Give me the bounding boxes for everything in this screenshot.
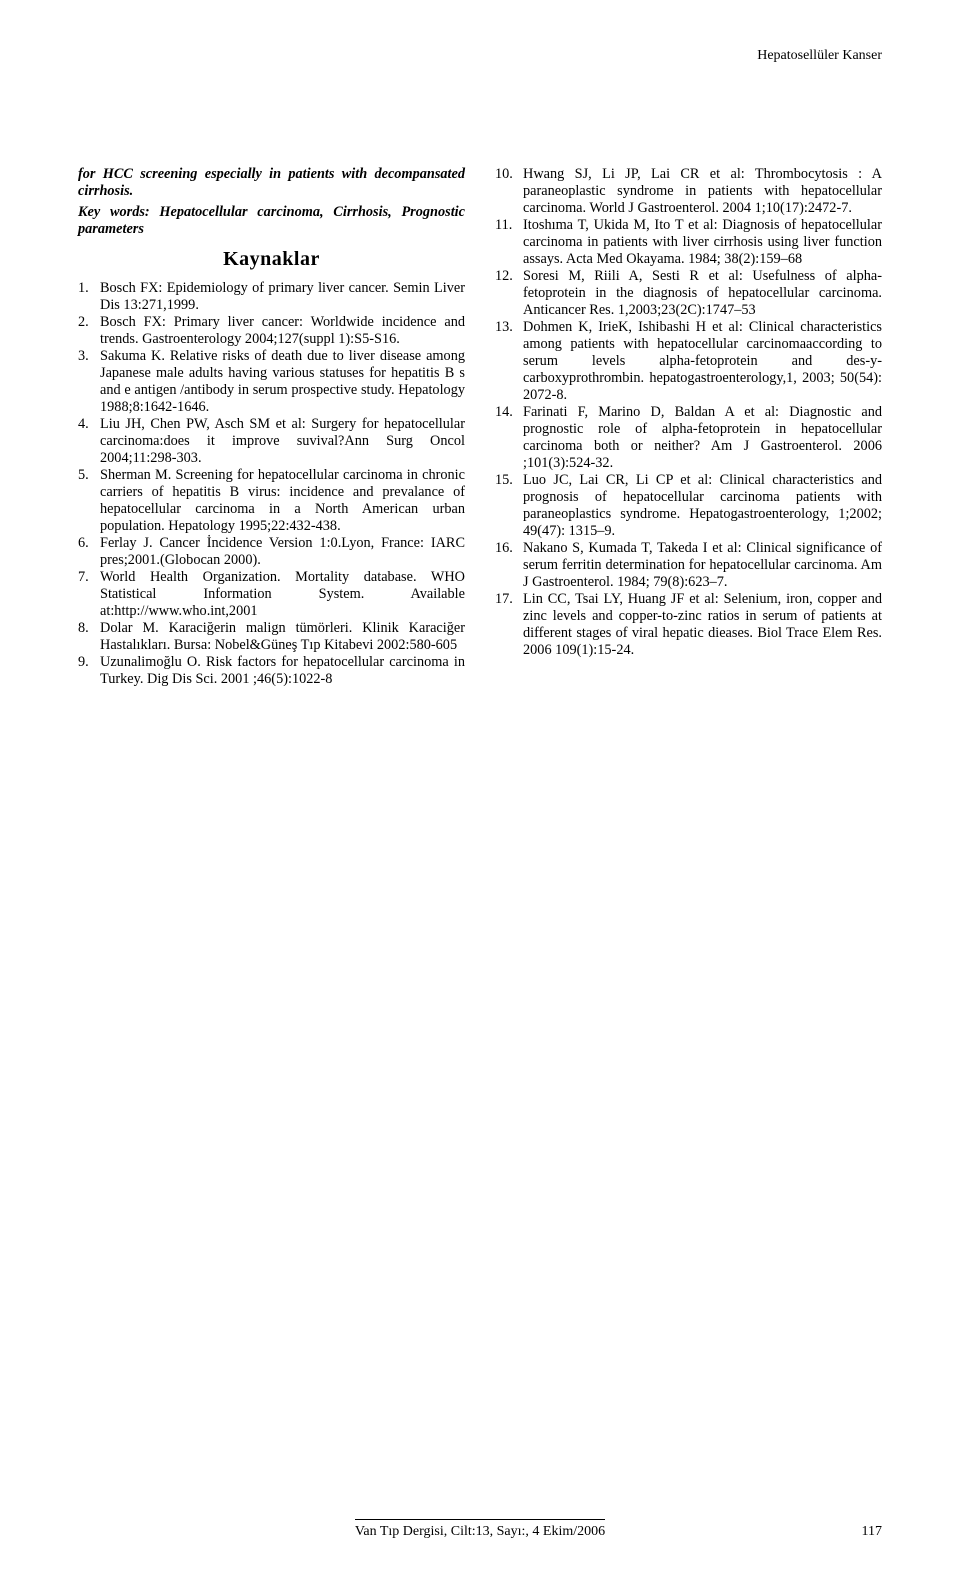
reference-text: Itoshıma T, Ukida M, Ito T et al: Diagno… (523, 217, 882, 268)
reference-item: 11.Itoshıma T, Ukida M, Ito T et al: Dia… (495, 217, 882, 268)
reference-number: 16. (495, 540, 523, 591)
reference-text: Lin CC, Tsai LY, Huang JF et al: Seleniu… (523, 591, 882, 659)
references-heading: Kaynaklar (78, 248, 465, 272)
reference-text: Dohmen K, IrieK, Ishibashi H et al: Clin… (523, 319, 882, 404)
reference-list-left: 1.Bosch FX: Epidemiology of primary live… (78, 280, 465, 688)
reference-number: 1. (78, 280, 100, 314)
running-head: Hepatosellüler Kanser (78, 48, 882, 64)
reference-text: Sakuma K. Relative risks of death due to… (100, 348, 465, 416)
reference-item: 16.Nakano S, Kumada T, Takeda I et al: C… (495, 540, 882, 591)
reference-number: 12. (495, 268, 523, 319)
reference-item: 3.Sakuma K. Relative risks of death due … (78, 348, 465, 416)
reference-text: Sherman M. Screening for hepatocellular … (100, 467, 465, 535)
reference-number: 4. (78, 416, 100, 467)
reference-item: 2.Bosch FX: Primary liver cancer: Worldw… (78, 314, 465, 348)
footer-journal-text: Van Tıp Dergisi, Cilt:13, Sayı:, 4 Ekim/… (355, 1524, 605, 1540)
reference-number: 8. (78, 620, 100, 654)
reference-number: 5. (78, 467, 100, 535)
reference-text: Uzunalimoğlu O. Risk factors for hepatoc… (100, 654, 465, 688)
reference-item: 10.Hwang SJ, Li JP, Lai CR et al: Thromb… (495, 166, 882, 217)
reference-number: 14. (495, 404, 523, 472)
reference-text: Soresi M, Riili A, Sesti R et al: Useful… (523, 268, 882, 319)
page-footer: Van Tıp Dergisi, Cilt:13, Sayı:, 4 Ekim/… (78, 1519, 882, 1540)
reference-item: 4.Liu JH, Chen PW, Asch SM et al: Surger… (78, 416, 465, 467)
reference-number: 2. (78, 314, 100, 348)
reference-text: Farinati F, Marino D, Baldan A et al: Di… (523, 404, 882, 472)
reference-text: Bosch FX: Primary liver cancer: Worldwid… (100, 314, 465, 348)
reference-item: 15.Luo JC, Lai CR, Li CP et al: Clinical… (495, 472, 882, 540)
reference-item: 6.Ferlay J. Cancer İncidence Version 1:0… (78, 535, 465, 569)
reference-item: 9.Uzunalimoğlu O. Risk factors for hepat… (78, 654, 465, 688)
reference-number: 9. (78, 654, 100, 688)
reference-list-right: 10.Hwang SJ, Li JP, Lai CR et al: Thromb… (495, 166, 882, 659)
reference-number: 15. (495, 472, 523, 540)
footer-rule (355, 1519, 605, 1520)
reference-text: World Health Organization. Mortality dat… (100, 569, 465, 620)
reference-number: 3. (78, 348, 100, 416)
reference-text: Ferlay J. Cancer İncidence Version 1:0.L… (100, 535, 465, 569)
reference-number: 10. (495, 166, 523, 217)
reference-number: 17. (495, 591, 523, 659)
reference-item: 5.Sherman M. Screening for hepatocellula… (78, 467, 465, 535)
reference-text: Hwang SJ, Li JP, Lai CR et al: Thrombocy… (523, 166, 882, 217)
right-column: 10.Hwang SJ, Li JP, Lai CR et al: Thromb… (495, 166, 882, 688)
reference-item: 14.Farinati F, Marino D, Baldan A et al:… (495, 404, 882, 472)
reference-number: 7. (78, 569, 100, 620)
reference-number: 6. (78, 535, 100, 569)
reference-text: Luo JC, Lai CR, Li CP et al: Clinical ch… (523, 472, 882, 540)
reference-item: 13.Dohmen K, IrieK, Ishibashi H et al: C… (495, 319, 882, 404)
reference-item: 8.Dolar M. Karaciğerin malign tümörleri.… (78, 620, 465, 654)
left-column: for HCC screening especially in patients… (78, 166, 465, 688)
content-columns: for HCC screening especially in patients… (78, 166, 882, 688)
reference-text: Liu JH, Chen PW, Asch SM et al: Surgery … (100, 416, 465, 467)
intro-text: for HCC screening especially in patients… (78, 166, 465, 200)
reference-number: 11. (495, 217, 523, 268)
reference-number: 13. (495, 319, 523, 404)
reference-text: Nakano S, Kumada T, Takeda I et al: Clin… (523, 540, 882, 591)
reference-text: Dolar M. Karaciğerin malign tümörleri. K… (100, 620, 465, 654)
reference-text: Bosch FX: Epidemiology of primary liver … (100, 280, 465, 314)
page-number: 117 (862, 1524, 882, 1540)
keywords-line: Key words: Hepatocellular carcinoma, Cir… (78, 204, 465, 238)
reference-item: 7.World Health Organization. Mortality d… (78, 569, 465, 620)
keywords-label: Key words: (78, 204, 150, 220)
reference-item: 17.Lin CC, Tsai LY, Huang JF et al: Sele… (495, 591, 882, 659)
reference-item: 1.Bosch FX: Epidemiology of primary live… (78, 280, 465, 314)
reference-item: 12.Soresi M, Riili A, Sesti R et al: Use… (495, 268, 882, 319)
